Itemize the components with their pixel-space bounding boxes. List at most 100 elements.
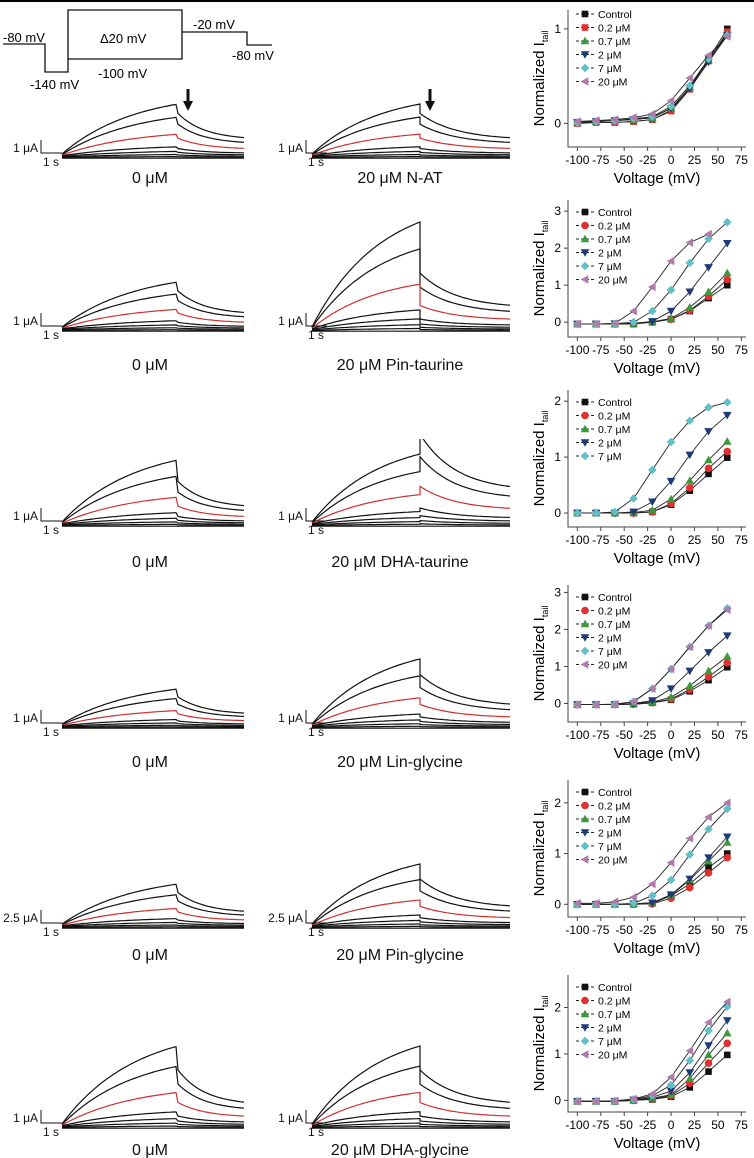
y-tick-label: 0 xyxy=(554,696,561,710)
y-tick-label: 0 xyxy=(554,1093,561,1107)
legend-entry: 20 μM xyxy=(598,275,627,287)
current-trace xyxy=(311,719,510,727)
legend-marker xyxy=(581,10,589,18)
y-tick-label: 1 xyxy=(554,659,561,673)
current-trace xyxy=(61,521,244,526)
legend-entry: 20 μM xyxy=(598,77,627,89)
x-tick-label: -25 xyxy=(639,153,657,167)
data-point xyxy=(722,838,732,846)
data-point xyxy=(666,307,676,316)
current-trace xyxy=(311,919,510,927)
data-point xyxy=(685,1046,694,1055)
data-point xyxy=(629,508,638,517)
axes xyxy=(567,10,746,148)
current-trace xyxy=(311,221,511,328)
arrow-head-icon xyxy=(425,101,435,111)
current-trace xyxy=(311,1111,511,1127)
current-trace xyxy=(61,293,245,329)
current-trace xyxy=(61,146,244,157)
x-axis-label: Voltage (mV) xyxy=(614,1135,701,1152)
x-axis-label: Voltage (mV) xyxy=(614,550,701,567)
current-trace xyxy=(311,658,511,725)
legend-marker xyxy=(580,51,590,59)
data-point xyxy=(685,484,694,492)
data-point xyxy=(704,869,713,877)
data-point xyxy=(591,700,600,709)
data-point xyxy=(704,824,713,834)
data-point xyxy=(722,798,731,808)
x-axis-label: Voltage (mV) xyxy=(614,170,701,187)
current-trace-red xyxy=(61,496,245,524)
protocol-hold-end: -80 mV xyxy=(232,48,274,63)
left-current-traces xyxy=(61,883,245,929)
data-point xyxy=(704,229,712,239)
data-point xyxy=(685,834,694,843)
x-tick-label: -50 xyxy=(616,533,634,547)
legend-entry: 0.2 μM xyxy=(598,411,630,423)
x-tick-label: -75 xyxy=(592,343,610,357)
data-point xyxy=(666,664,675,674)
x-tick-label: -100 xyxy=(565,728,589,742)
y-axis-label: Normalized Itail xyxy=(531,31,550,127)
data-point xyxy=(666,685,676,693)
data-point xyxy=(685,875,695,884)
x-tick-label: -25 xyxy=(639,728,657,742)
protocol-trace xyxy=(3,9,183,73)
legend-entry: 20 μM xyxy=(598,1050,627,1062)
current-trace xyxy=(61,724,245,728)
drug-condition-label: 20 μM N-AT xyxy=(357,170,443,187)
x-tick-label: -50 xyxy=(616,153,634,167)
data-point xyxy=(610,897,619,907)
current-trace xyxy=(61,688,245,725)
data-point xyxy=(722,632,732,641)
legend-entry: 7 μM xyxy=(598,451,622,463)
current-scale-label: 1 μA xyxy=(13,1111,38,1125)
drug-condition-label: 20 μM Pin-taurine xyxy=(336,357,464,374)
x-tick-label: -75 xyxy=(592,728,610,742)
data-point xyxy=(722,32,731,41)
current-trace xyxy=(311,507,511,525)
legend-marker xyxy=(581,24,589,31)
legend-marker xyxy=(580,1050,589,1059)
scale-bar xyxy=(305,140,327,154)
x-tick-label: -75 xyxy=(592,923,610,937)
legend-marker xyxy=(580,424,590,433)
voltage-protocol-diagram: -80 mV -140 mV Δ20 mV -100 mV -20 mV -80… xyxy=(3,9,274,92)
y-tick-label: 2 xyxy=(554,241,561,255)
data-point xyxy=(648,891,657,900)
data-point xyxy=(648,109,656,119)
data-point xyxy=(704,649,713,657)
current-trace-red xyxy=(311,697,511,726)
time-scale-label: 1 s xyxy=(308,925,325,939)
control-condition-label: 0 μM xyxy=(132,357,168,374)
x-tick-label: -50 xyxy=(616,728,634,742)
control-condition-label: 0 μM xyxy=(132,170,168,187)
current-trace xyxy=(311,455,511,524)
legend-entry: 0.7 μM xyxy=(598,619,630,631)
legend-entry: 7 μM xyxy=(598,841,622,853)
current-trace xyxy=(61,883,245,925)
y-tick-label: 1 xyxy=(554,450,561,464)
scale-bar xyxy=(305,313,327,327)
data-point xyxy=(722,411,732,420)
current-trace xyxy=(61,156,244,159)
data-point xyxy=(648,879,656,889)
legend-entry: 0.7 μM xyxy=(598,1009,630,1021)
data-point xyxy=(685,81,695,90)
current-trace-red xyxy=(61,133,245,156)
current-trace xyxy=(311,923,510,928)
legend-entry: 7 μM xyxy=(598,646,622,658)
data-point xyxy=(685,1069,695,1077)
y-axis-label: Normalized Itail xyxy=(531,996,550,1092)
data-point xyxy=(610,507,620,517)
iv-chart: -100 -75 -50 -25 0 25 50 75 0 1 2 Voltage (mV) Norma… xyxy=(531,975,748,1152)
current-trace xyxy=(311,1117,510,1127)
y-tick-label: 2 xyxy=(554,622,561,636)
x-tick-label: 0 xyxy=(668,343,675,357)
x-tick-label: 25 xyxy=(688,533,702,547)
legend-entry: 7 μM xyxy=(598,63,622,75)
legend-marker xyxy=(580,1036,590,1046)
current-trace-red xyxy=(311,485,511,524)
x-tick-label: 75 xyxy=(735,343,749,357)
